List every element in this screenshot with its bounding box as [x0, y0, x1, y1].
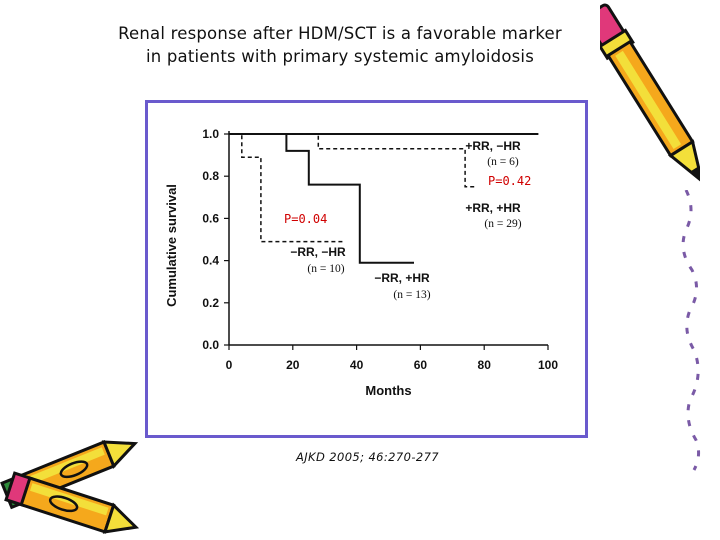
pencil-icon-right [600, 3, 700, 185]
series-line-3 [229, 133, 344, 243]
scribble-icon [681, 190, 701, 471]
x-tick-label: 80 [478, 358, 492, 372]
series-n-label: (n = 13) [393, 289, 430, 301]
slide-title-line-2: in patients with primary systemic amyloi… [145, 47, 535, 66]
series-line-2 [229, 133, 414, 264]
survival-figure: 0.0 0.2 0.4 0.6 0.8 1.0 0 20 40 60 80 100 Months Cumu… [145, 100, 588, 438]
y-axis-title: Cumulative survival [164, 184, 179, 307]
x-tick-label: 40 [350, 358, 364, 372]
p-value-label: P=0.04 [284, 212, 327, 226]
x-tick-label: 100 [538, 358, 558, 372]
slide-title-line-1: Renal response after HDM/SCT is a favora… [118, 24, 562, 43]
x-tick-label: 60 [414, 358, 428, 372]
series-label: +RR, −HR [465, 139, 521, 153]
y-tick-label: 0.0 [202, 338, 219, 352]
survival-chart: 0.0 0.2 0.4 0.6 0.8 1.0 0 20 40 60 80 100 Months Cumu… [164, 127, 558, 398]
series-line-1 [229, 133, 475, 188]
y-tick-label: 0.8 [202, 169, 219, 183]
p-value-label: P=0.42 [488, 174, 531, 188]
series-label: −RR, +HR [374, 271, 430, 285]
series-n-label: (n = 10) [307, 263, 344, 275]
x-tick-label: 0 [226, 358, 233, 372]
series-label: −RR, −HR [290, 245, 346, 259]
series-n-label: (n = 29) [484, 218, 521, 230]
series-n-label: (n = 6) [487, 156, 519, 168]
y-tick-label: 0.4 [202, 254, 219, 268]
series-label: +RR, +HR [465, 201, 521, 215]
y-tick-label: 1.0 [202, 127, 219, 141]
y-tick-label: 0.6 [202, 211, 219, 225]
citation: AJKD 2005; 46:270-277 [295, 450, 440, 464]
slide-title: Renal response after HDM/SCT is a favora… [60, 22, 620, 68]
pencils-icon-bottom-left [0, 440, 140, 534]
x-axis-title: Months [365, 383, 411, 398]
y-tick-label: 0.2 [202, 296, 219, 310]
x-tick-label: 20 [286, 358, 300, 372]
